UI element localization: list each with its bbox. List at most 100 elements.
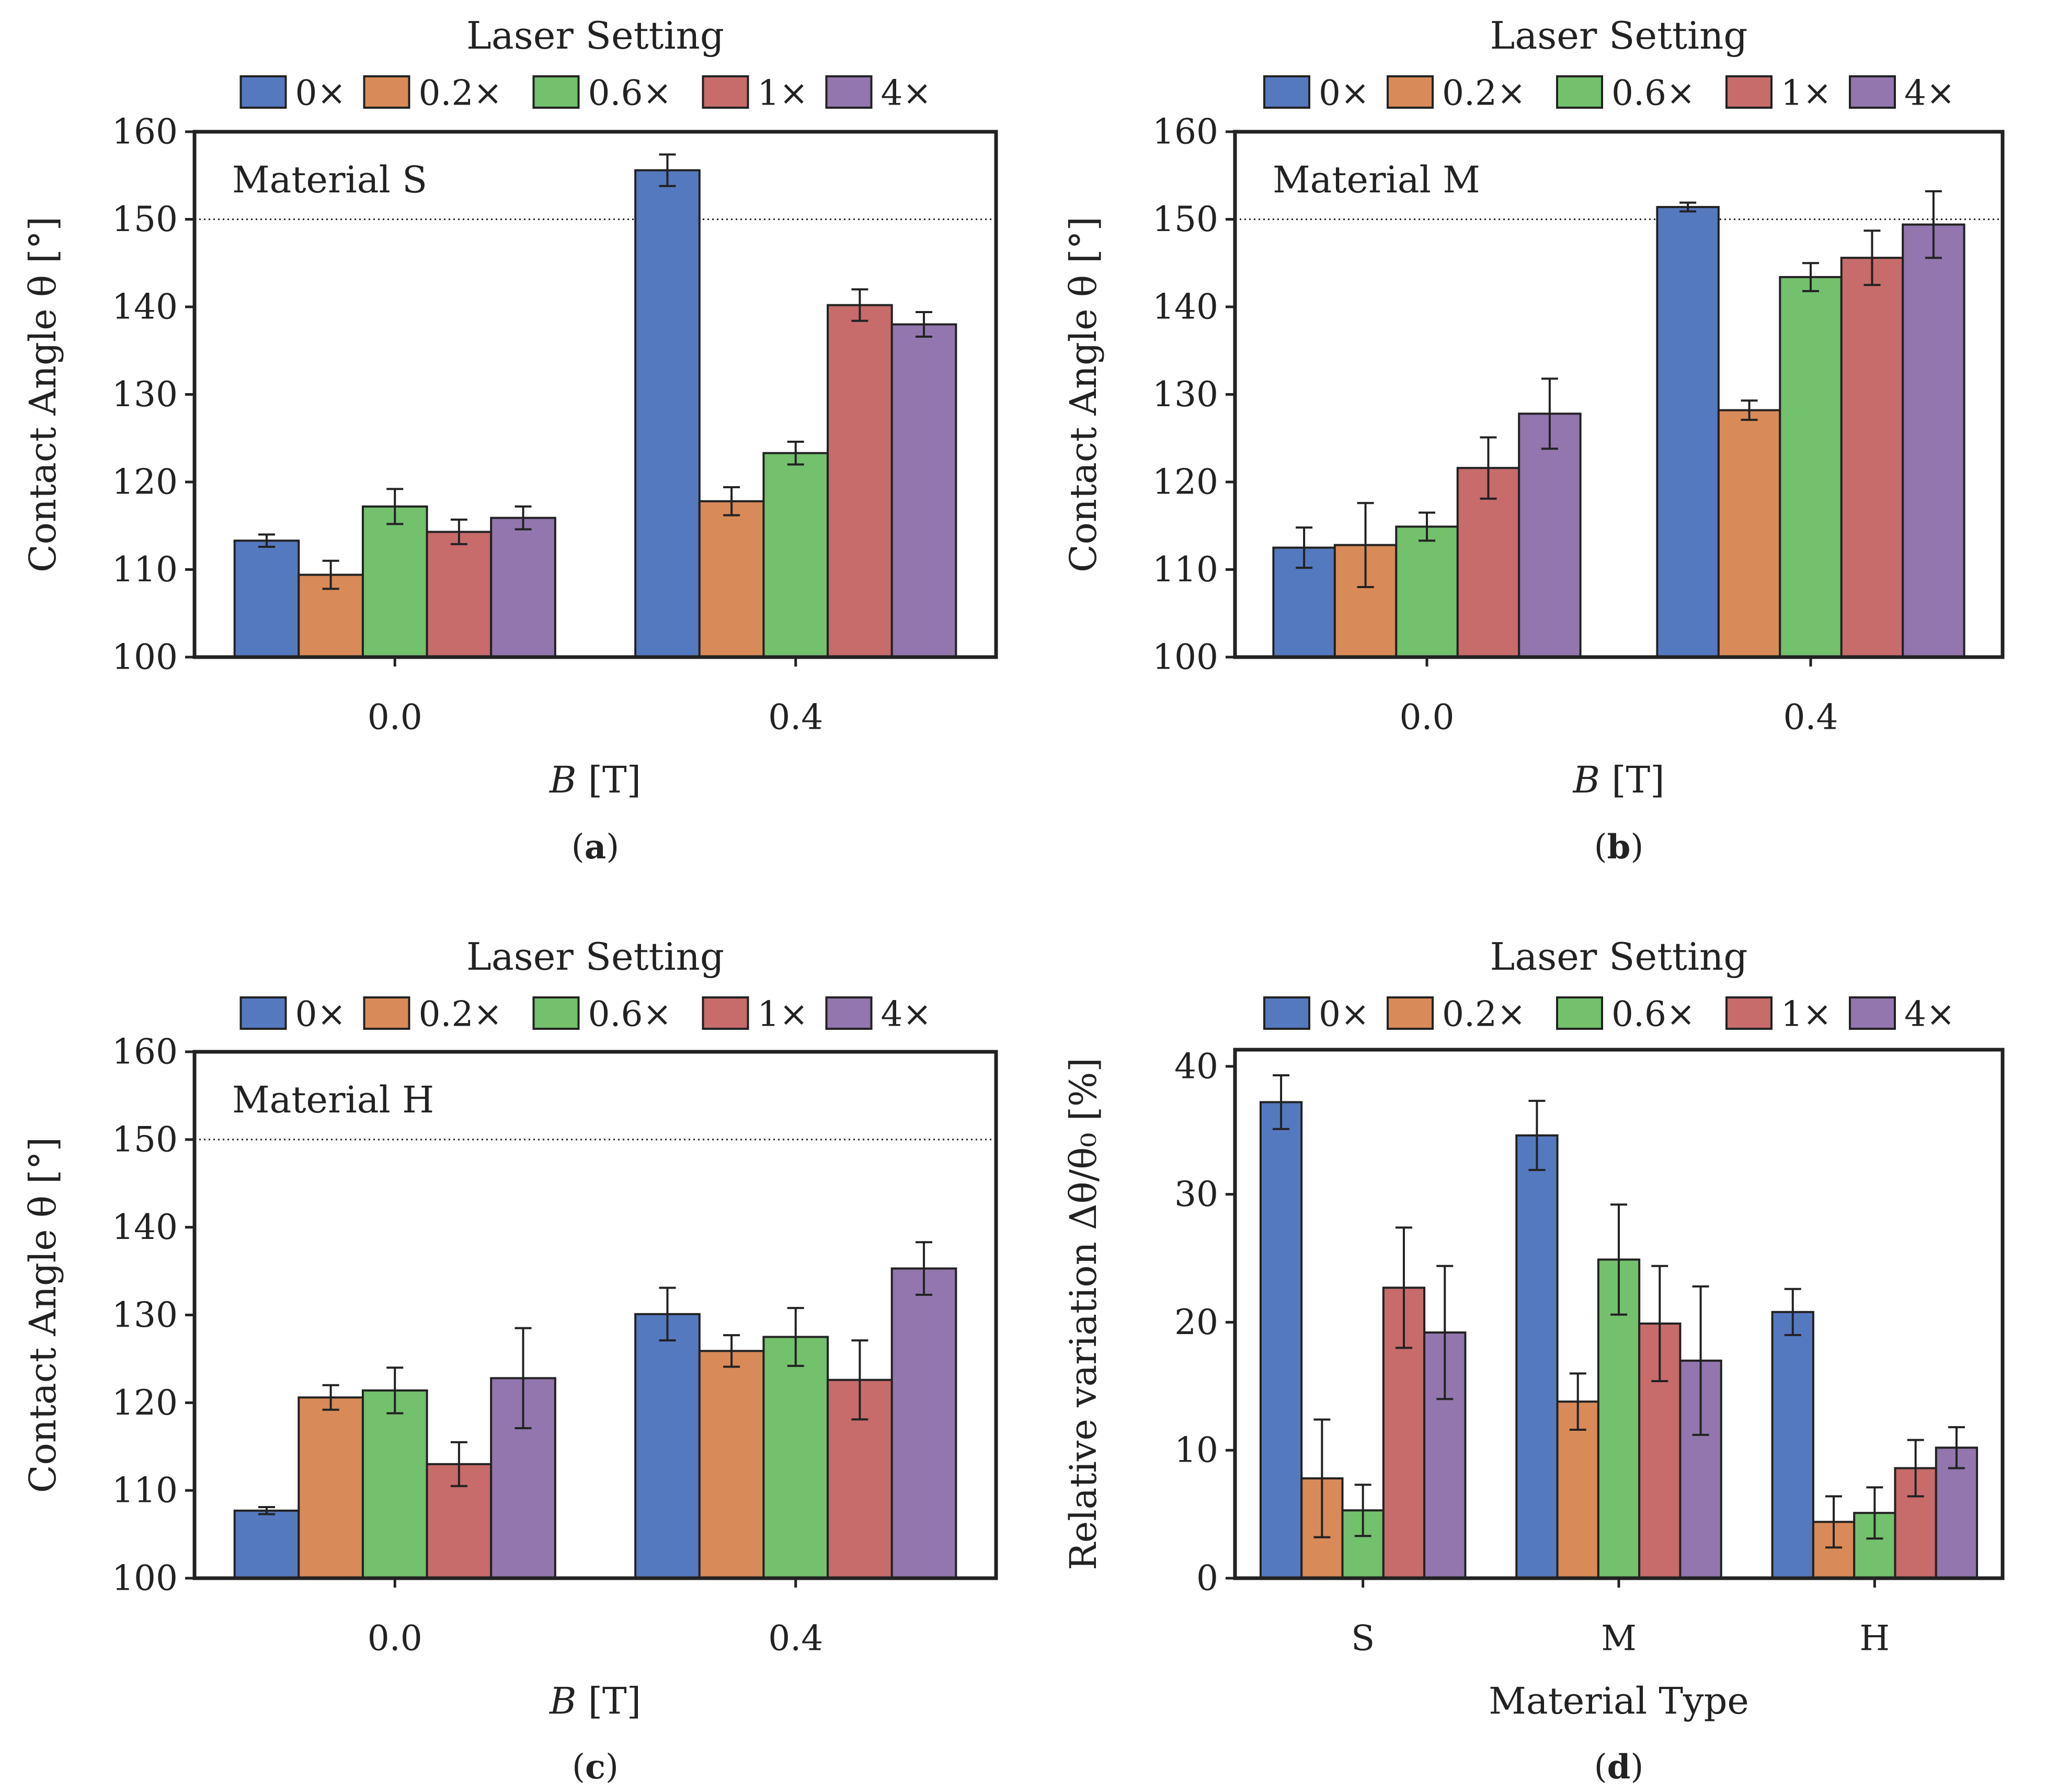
x-tick-label: 0.0 <box>1400 697 1455 738</box>
bar <box>490 516 556 658</box>
legend-label: 1× <box>1781 73 1832 113</box>
error-bar <box>1354 1484 1371 1537</box>
legend-swatch <box>702 75 749 109</box>
bar <box>1840 257 1904 658</box>
legend-item: 0.2× <box>363 73 502 113</box>
bar <box>634 1313 701 1580</box>
y-tick-label: 130 <box>112 1295 178 1335</box>
error-bar <box>1679 201 1697 213</box>
y-tick-label: 130 <box>1152 374 1218 415</box>
error-bar <box>851 1339 868 1421</box>
legend-title: Laser Setting <box>1490 14 1748 58</box>
legend-title: Laser Setting <box>1490 935 1748 979</box>
bar <box>233 1509 300 1579</box>
error-bar <box>723 1334 740 1368</box>
bar <box>1556 1400 1599 1580</box>
legend-swatch <box>1849 75 1896 109</box>
plot-frame <box>192 130 998 659</box>
y-tick-label: 160 <box>112 1032 178 1072</box>
error-bar <box>1296 526 1313 569</box>
error-bar <box>1907 1439 1924 1498</box>
panel-d: Laser Setting 0× 0.2× 0.6× 1× 4× S M H 0 10 20 30 40 R… <box>1062 935 2005 1787</box>
y-tick-label: 150 <box>112 1119 178 1159</box>
legend-label: 4× <box>1904 994 1955 1035</box>
legend-item: 4× <box>825 994 932 1035</box>
legend-swatch <box>1263 996 1310 1030</box>
legend-label: 4× <box>881 73 932 113</box>
bar <box>361 505 428 659</box>
x-tick-label: 0.0 <box>368 1618 422 1659</box>
legend-label: 0× <box>1319 73 1369 113</box>
error-bar <box>386 1366 404 1415</box>
y-tick-label: 150 <box>112 199 178 239</box>
legend-swatch <box>1387 996 1434 1030</box>
x-tick-label: 0.0 <box>368 697 422 738</box>
legend-item: 0× <box>239 73 346 113</box>
bar <box>1717 409 1781 659</box>
error-bar <box>659 153 676 187</box>
legend-swatch <box>532 75 580 109</box>
error-bar <box>723 486 740 516</box>
error-bar <box>386 488 404 525</box>
panel-c: Laser Setting 0× 0.2× 0.6× 1× 4× 0.0 0.4 100 110 1… <box>21 935 998 1787</box>
y-tick-label: 120 <box>1152 462 1218 502</box>
y-tick-label: 120 <box>112 462 178 502</box>
x-tick-label: 0.4 <box>768 697 823 738</box>
legend-label: 0.2× <box>1442 73 1526 113</box>
x-tick-label: S <box>1351 1618 1375 1659</box>
legend-swatch <box>363 75 410 109</box>
legend-item: 0× <box>1263 994 1369 1035</box>
error-bar <box>258 533 275 548</box>
bar <box>298 1396 364 1580</box>
error-bar <box>1784 1288 1801 1336</box>
error-bar <box>1802 262 1819 292</box>
y-axis-title: Contact Angle θ [°] <box>21 1137 64 1493</box>
legend-label: 1× <box>1781 994 1832 1035</box>
legend-title: Laser Setting <box>466 935 724 979</box>
legend-item: 0.2× <box>1387 73 1526 113</box>
legend-item: 0× <box>1263 73 1369 113</box>
error-bar <box>1692 1285 1709 1436</box>
bar <box>1779 276 1843 658</box>
y-tick-label: 110 <box>112 1471 178 1511</box>
legend-label: 0.6× <box>1611 994 1695 1035</box>
error-bar <box>851 288 868 322</box>
bar <box>890 323 957 658</box>
legend-swatch <box>825 996 873 1030</box>
x-axis-title: Material Type <box>1489 1680 1749 1722</box>
error-bar <box>1651 1265 1668 1383</box>
material-label: Material S <box>232 158 427 201</box>
error-bar <box>1528 1099 1546 1171</box>
x-tick-label: 0.4 <box>1783 697 1838 738</box>
y-tick-label: 140 <box>112 287 178 327</box>
legend-swatch <box>1556 75 1603 109</box>
panel-caption: (c) <box>572 1748 619 1787</box>
legend-swatch <box>1849 996 1896 1030</box>
bar <box>1259 1101 1303 1580</box>
legend-swatch <box>1263 75 1310 109</box>
y-axis-title: Contact Angle θ [°] <box>21 216 64 572</box>
y-tick-label: 20 <box>1174 1302 1218 1342</box>
legend-swatch <box>1387 75 1434 109</box>
y-tick-label: 100 <box>1152 637 1218 677</box>
x-axis-title: B [T] <box>548 759 641 801</box>
bar <box>1902 223 1965 658</box>
legend-label: 0× <box>295 73 346 113</box>
legend-item: 1× <box>702 994 808 1035</box>
error-bar <box>787 440 804 466</box>
legend-label: 0.2× <box>419 73 502 113</box>
legend-label: 0.6× <box>588 994 672 1035</box>
legend-item: 4× <box>825 73 932 113</box>
error-bar <box>787 1307 804 1367</box>
y-tick-label: 110 <box>1152 549 1218 590</box>
error-bar <box>1419 511 1435 542</box>
bar <box>1395 525 1459 658</box>
error-bar <box>1436 1265 1454 1400</box>
bar <box>1771 1311 1814 1580</box>
legend-swatch <box>702 996 749 1030</box>
y-tick-label: 120 <box>112 1383 178 1423</box>
legend-item: 1× <box>1725 994 1832 1035</box>
error-bar <box>1395 1226 1412 1349</box>
legend-label: 1× <box>758 73 808 113</box>
y-tick-label: 140 <box>1152 287 1218 327</box>
